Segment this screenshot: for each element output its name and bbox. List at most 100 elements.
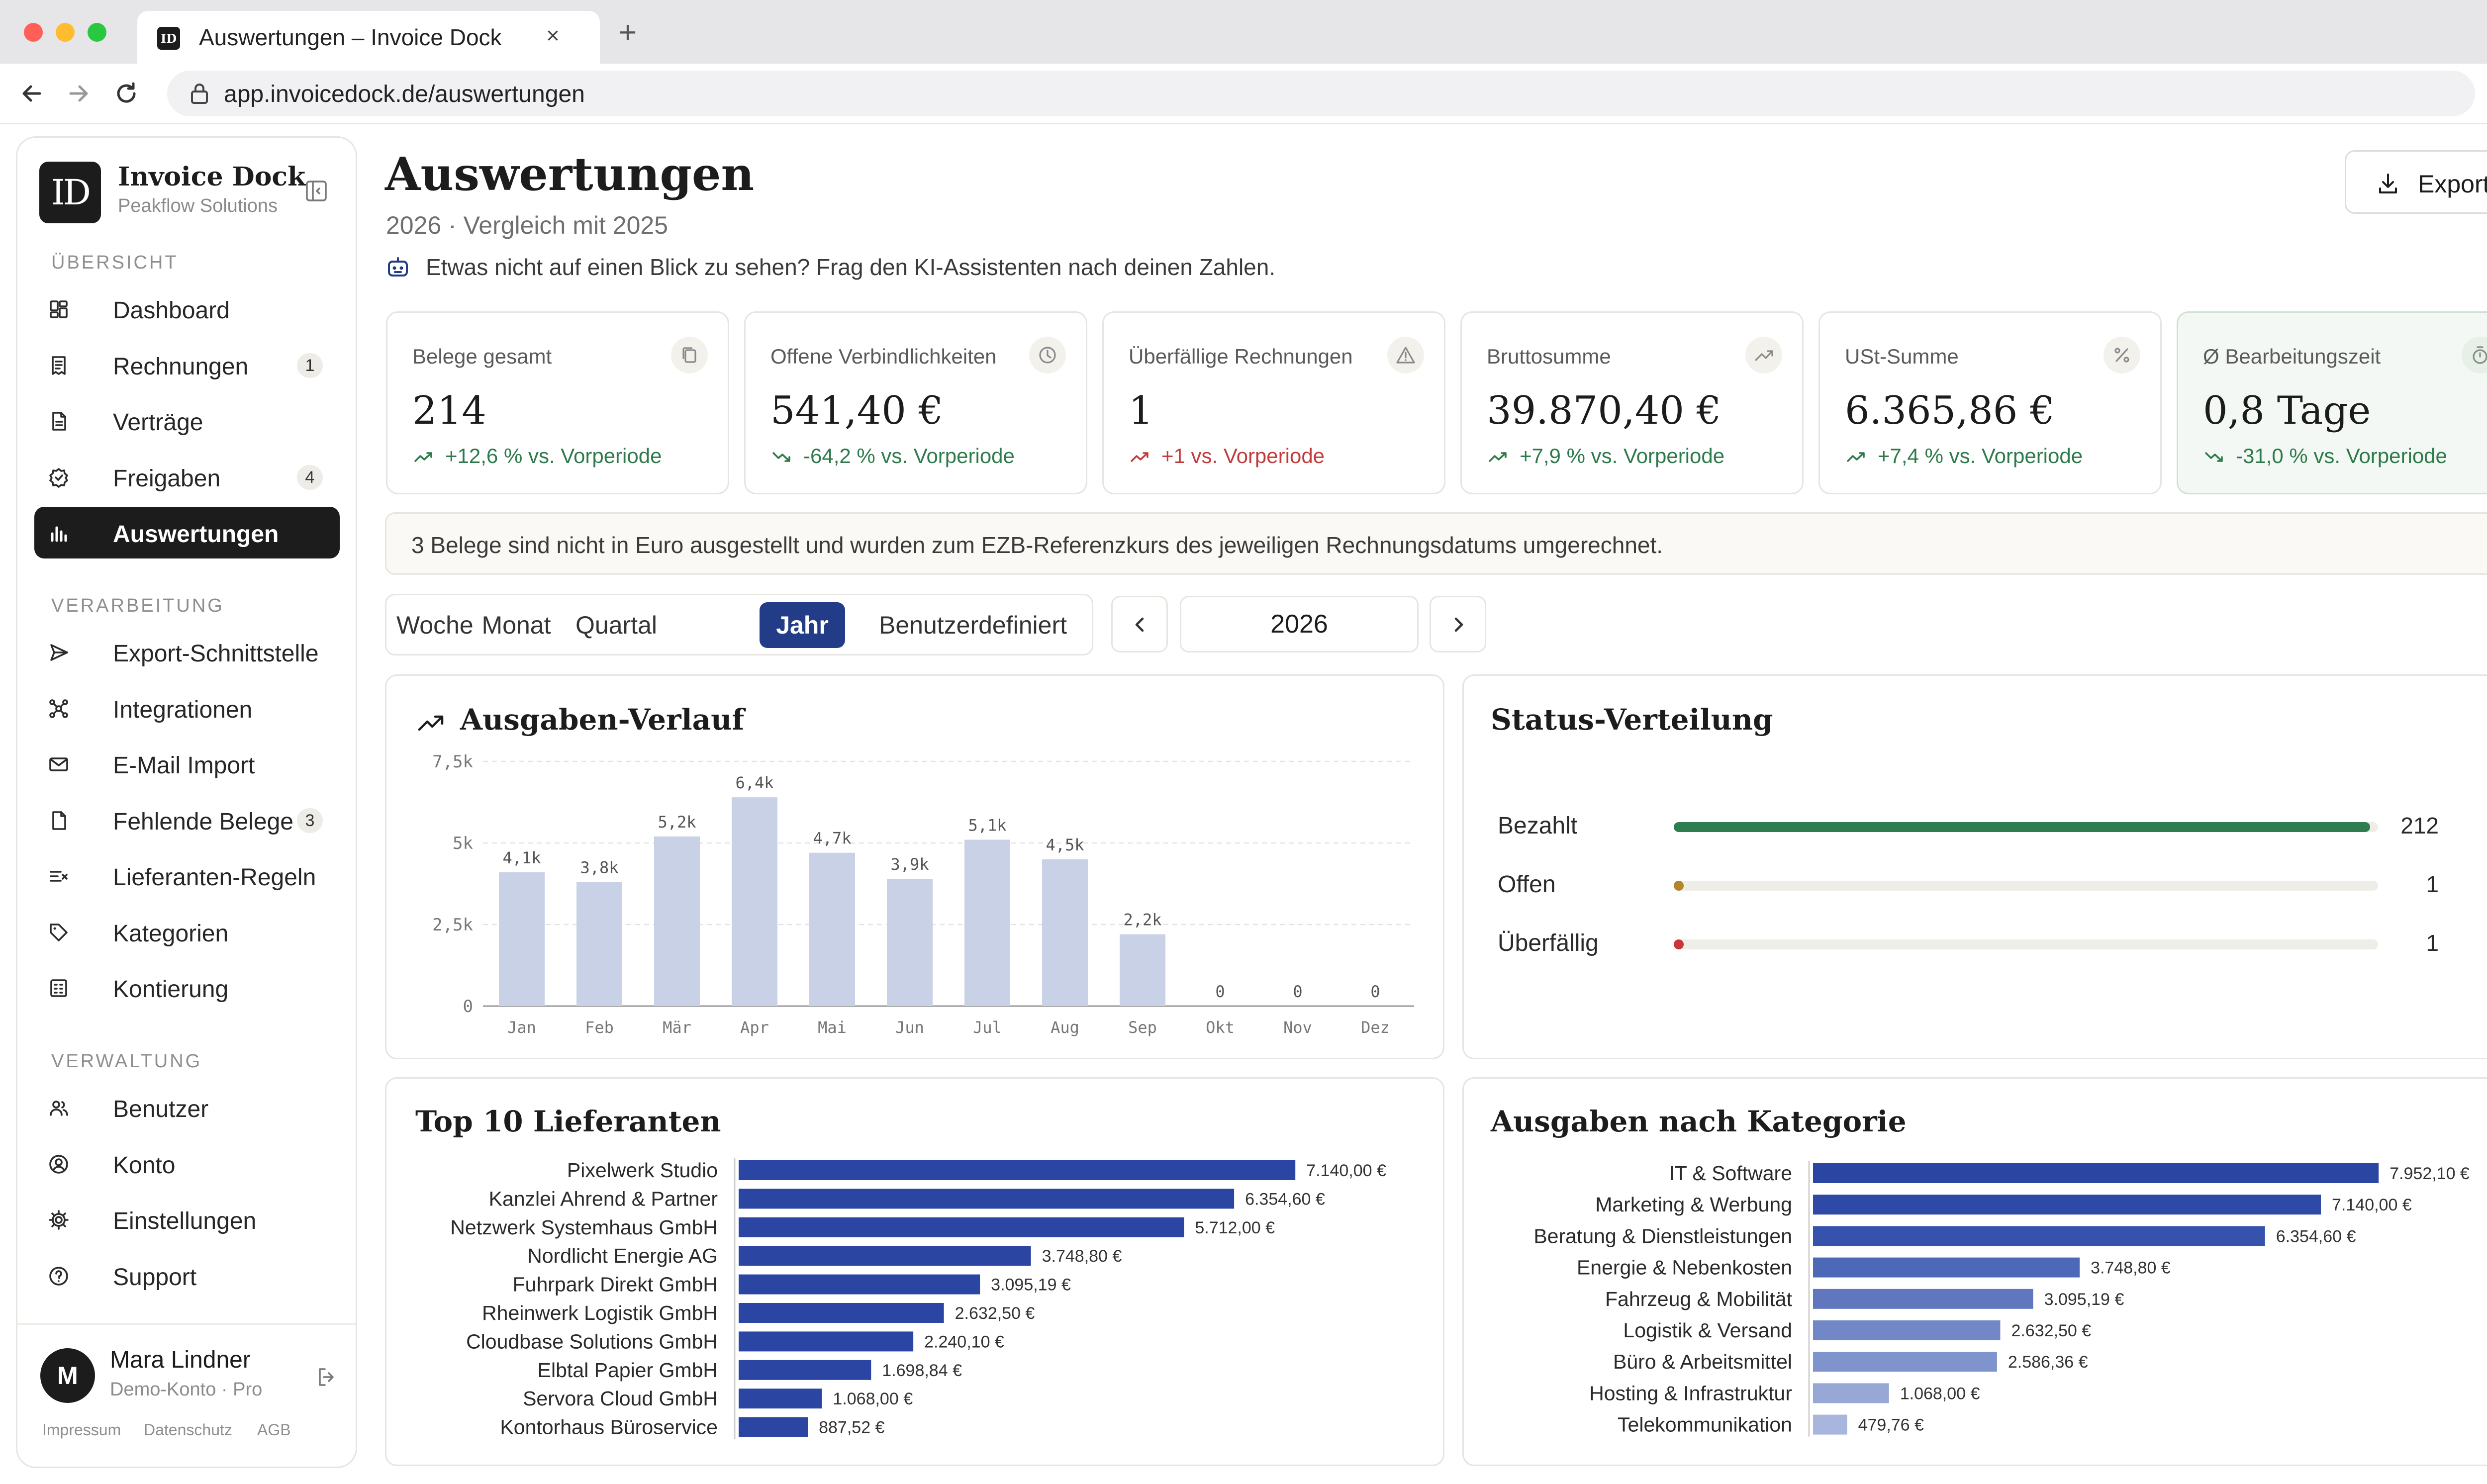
bar-label-netzwerk-systemhaus-gmbh: Netzwerk Systemhaus GmbH — [450, 1216, 718, 1239]
bar-rheinwerk-logistik-gmbh[interactable] — [739, 1303, 944, 1323]
sidebar-item-fehlende-belege[interactable]: Fehlende Belege 3 — [34, 794, 340, 846]
tab-close-icon[interactable]: × — [546, 22, 560, 48]
x-tick-label: Jan — [507, 1018, 536, 1037]
maximize-window-button[interactable] — [88, 23, 106, 42]
data-label: 6,4k — [735, 773, 773, 792]
collapse-sidebar-icon[interactable] — [305, 180, 328, 202]
sidebar-item-integrationen[interactable]: Integrationen — [34, 682, 340, 734]
data-label: 5,1k — [968, 816, 1006, 835]
bar-nordlicht-energie-ag[interactable] — [739, 1246, 1031, 1266]
ai-assistant-hint[interactable]: Etwas nicht auf einen Blick zu sehen? Fr… — [426, 254, 1276, 280]
bar-kontorhaus-bueroservice[interactable] — [739, 1417, 808, 1437]
address-bar[interactable]: app.invoicedock.de/auswertungen — [167, 71, 2475, 116]
footer-link-datenschutz[interactable]: Datenschutz — [144, 1421, 232, 1439]
y-tick-label: 5k — [453, 834, 473, 853]
sidebar-item-benutzer[interactable]: Benutzer — [34, 1082, 340, 1133]
close-window-button[interactable] — [24, 23, 43, 42]
avatar[interactable]: M — [40, 1348, 95, 1403]
page-title: Auswertungen — [385, 147, 755, 201]
year-selector[interactable]: 2026 — [1180, 596, 1419, 652]
spending-trend-title: Ausgaben-Verlauf — [460, 703, 745, 737]
bar-kanzlei-ahrend-and-partner[interactable] — [739, 1189, 1235, 1209]
bar-servora-cloud-gmbh[interactable] — [739, 1389, 822, 1409]
logout-icon[interactable] — [315, 1365, 339, 1389]
forward-icon[interactable] — [64, 79, 94, 108]
sidebar-item-konto[interactable]: Konto — [34, 1138, 340, 1190]
bar-maer[interactable] — [654, 836, 700, 1006]
sidebar-item-kategorien[interactable]: Kategorien — [34, 906, 340, 958]
previous-year-button[interactable] — [1111, 596, 1168, 652]
tab-jahr[interactable]: Jahr — [760, 602, 845, 648]
bar-energie-and-nebenkosten[interactable] — [1813, 1257, 2080, 1278]
bar-fahrzeug-and-mobilitaet[interactable] — [1813, 1289, 2033, 1309]
kpi-card-offene-verbindlichkeiten[interactable]: Offene Verbindlichkeiten 541,40 € -64,2 … — [744, 311, 1087, 494]
tab-benutzerdefiniert[interactable]: Benutzerdefiniert — [878, 611, 1067, 639]
bar-aug[interactable] — [1042, 859, 1088, 1006]
back-icon[interactable] — [17, 79, 47, 108]
tab-quartal[interactable]: Quartal — [575, 611, 657, 639]
bar-telekommunikation[interactable] — [1813, 1414, 1847, 1435]
sidebar-item-vertraege[interactable]: Verträge — [34, 395, 340, 447]
chevron-right-icon — [1454, 617, 1463, 632]
next-year-button[interactable] — [1430, 596, 1486, 652]
tab-woche[interactable]: Woche — [396, 611, 474, 639]
y-tick-label: 0 — [463, 997, 473, 1017]
footer-link-agb[interactable]: AGB — [257, 1421, 291, 1439]
sidebar-item-export-schnittstelle[interactable]: Export-Schnittstelle — [34, 626, 340, 678]
bar-label-nordlicht-energie-ag: Nordlicht Energie AG — [527, 1244, 718, 1267]
sidebar-item-e-mail-import[interactable]: E-Mail Import — [34, 738, 340, 790]
bar-marketing-and-werbung[interactable] — [1813, 1195, 2321, 1215]
new-tab-button[interactable]: + — [619, 15, 637, 50]
sidebar-item-support[interactable]: Support — [34, 1250, 340, 1301]
sidebar-item-auswertungen[interactable]: Auswertungen — [34, 507, 340, 558]
status-label-ueberfaellig: Überfällig — [1498, 930, 1599, 956]
sidebar-item-lieferanten-regeln[interactable]: Lieferanten-Regeln — [34, 850, 340, 902]
bar-buero-and-arbeitsmittel[interactable] — [1813, 1352, 1997, 1372]
bar-apr[interactable] — [732, 797, 777, 1006]
kpi-card-belege-gesamt[interactable]: Belege gesamt 214 +12,6 % vs. Vorperiode — [386, 311, 729, 494]
bar-fuhrpark-direkt-gmbh[interactable] — [739, 1274, 980, 1295]
bar-sep[interactable] — [1120, 934, 1165, 1006]
sidebar-item-dashboard[interactable]: Dashboard — [34, 283, 340, 335]
bar-pixelwerk-studio[interactable] — [739, 1160, 1296, 1180]
bar-jan[interactable] — [499, 872, 545, 1006]
bar-hosting-and-infrastruktur[interactable] — [1813, 1383, 1889, 1403]
minimize-window-button[interactable] — [56, 23, 75, 42]
bar-jun[interactable] — [887, 879, 933, 1006]
bar-cloudbase-solutions-gmbh[interactable] — [739, 1331, 914, 1352]
bar-chart-icon — [51, 526, 67, 542]
percent-icon — [2104, 337, 2140, 373]
bar-value: 2.632,50 € — [955, 1304, 1035, 1323]
user-plan: Demo-Konto · Pro — [110, 1379, 263, 1400]
tab-monat[interactable]: Monat — [481, 611, 551, 639]
status-track — [1674, 881, 2378, 891]
sidebar-item-kontierung[interactable]: Kontierung — [34, 962, 340, 1014]
timer-icon — [2462, 337, 2487, 373]
kpi-card-ust-summe[interactable]: USt-Summe 6.365,86 € +7,4 % vs. Vorperio… — [1818, 311, 2162, 494]
section-label-verwaltung: VERWALTUNG — [51, 1051, 202, 1072]
bar-beratung-and-dienstleistungen[interactable] — [1813, 1226, 2265, 1246]
bar-mai[interactable] — [809, 852, 855, 1006]
kpi-value: 1 — [1129, 388, 1153, 433]
bar-jul[interactable] — [964, 839, 1010, 1006]
reload-icon[interactable] — [111, 79, 141, 108]
sidebar-item-einstellungen[interactable]: Einstellungen — [34, 1194, 340, 1245]
bar-elbtal-papier-gmbh[interactable] — [739, 1360, 871, 1380]
kpi-card-bearbeitungszeit[interactable]: Ø Bearbeitungszeit 0,8 Tage -31,0 % vs. … — [2177, 311, 2487, 494]
warning-icon — [1387, 337, 1424, 373]
bar-it-and-software[interactable] — [1813, 1163, 2379, 1183]
kpi-card-ueberfaellige-rechnungen[interactable]: Überfällige Rechnungen 1 +1 vs. Vorperio… — [1102, 311, 1445, 494]
export-button[interactable]: Export — [2345, 150, 2487, 214]
footer-link-impressum[interactable]: Impressum — [42, 1421, 121, 1439]
bar-feb[interactable] — [576, 882, 622, 1006]
sidebar-item-freigaben[interactable]: Freigaben 4 — [34, 451, 340, 503]
sidebar-item-label: Konto — [113, 1152, 176, 1179]
bar-label-pixelwerk-studio: Pixelwerk Studio — [567, 1159, 718, 1182]
kpi-card-bruttosumme[interactable]: Bruttosumme 39.870,40 € +7,9 % vs. Vorpe… — [1460, 311, 1804, 494]
sidebar-item-rechnungen[interactable]: Rechnungen 1 — [34, 339, 340, 391]
approval-icon — [49, 467, 68, 488]
bar-logistik-and-versand[interactable] — [1813, 1320, 2001, 1340]
bar-netzwerk-systemhaus-gmbh[interactable] — [739, 1217, 1184, 1237]
status-distribution-title: Status-Verteilung — [1491, 703, 1773, 737]
browser-tab[interactable]: ID Auswertungen – Invoice Dock × — [137, 11, 600, 64]
